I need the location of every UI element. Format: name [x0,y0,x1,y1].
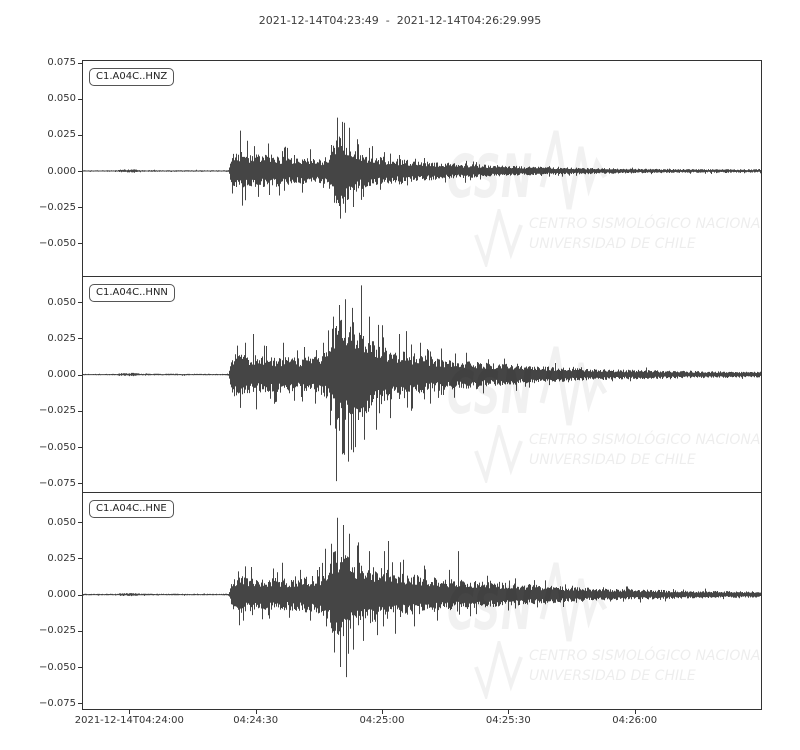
y-tick-label: 0.025 [47,129,76,141]
x-tick-mark [508,710,510,714]
x-tick-label: 2021-12-14T04:24:00 [74,715,184,726]
y-tick-label: 0.025 [47,552,76,564]
y-tick-mark [78,338,82,340]
seismogram-panel: CSN CENTRO SISMOLÓGICO NACIONAL UNIVERSIDA… [83,61,761,277]
trace-waveform [83,285,761,482]
csn-watermark: CSN CENTRO SISMOLÓGICO NACIONAL UNIVERSIDA… [443,119,761,276]
plot-title: 2021-12-14T04:23:49 - 2021-12-14T04:26:2… [258,14,542,27]
y-tick-mark [78,594,82,596]
y-tick-mark [78,703,82,705]
watermark-csn-logo: CSN [447,574,533,644]
y-tick-mark [78,667,82,668]
seismogram-panel: CSN CENTRO SISMOLÓGICO NACIONAL UNIVERSIDA… [83,493,761,709]
y-tick-label: 0.000 [47,369,76,381]
y-tick-mark [78,98,82,100]
y-tick-label: −0.075 [38,477,76,489]
y-tick-mark [78,558,82,560]
y-tick-label: −0.025 [38,405,76,417]
watermark-zigzag-small-icon [474,425,523,483]
watermark-zigzag-small-icon [474,641,523,699]
x-tick-mark [634,710,636,714]
y-tick-label: −0.025 [38,201,76,213]
y-tick-mark [78,134,82,136]
watermark-text-line1: CENTRO SISMOLÓGICO NACIONAL [529,216,761,232]
y-tick-label: −0.075 [38,697,76,709]
plot-area: CSN CENTRO SISMOLÓGICO NACIONAL UNIVERSIDA… [82,60,762,710]
y-tick-label: −0.050 [38,661,76,673]
watermark-zigzag-icon [539,346,608,426]
y-tick-mark [78,171,82,172]
y-tick-mark [78,243,82,245]
y-tick-label: 0.050 [47,93,76,105]
y-tick-label: 0.000 [47,589,76,601]
watermark-text-line2: UNIVERSIDAD DE CHILE [529,452,696,468]
channel-label: C1.A04C..HNZ [89,68,175,86]
y-tick-label: 0.075 [47,57,76,69]
x-tick-label: 04:24:30 [233,715,279,726]
y-tick-mark [78,447,82,449]
watermark-csn-logo: CSN [447,142,533,212]
watermark-text-line1: CENTRO SISMOLÓGICO NACIONAL [529,648,761,664]
trace-waveform [83,117,761,219]
y-tick-label: 0.025 [47,332,76,344]
x-tick-label: 04:25:30 [485,715,531,726]
watermark-text-line1: CENTRO SISMOLÓGICO NACIONAL [529,432,761,448]
y-tick-mark [78,410,82,412]
watermark-text-line2: UNIVERSIDAD DE CHILE [529,236,696,252]
y-tick-label: 0.000 [47,165,76,177]
x-tick-mark [129,710,131,714]
watermark-zigzag-icon [539,130,608,210]
x-tick-mark [255,710,257,714]
y-tick-label: −0.050 [38,441,76,453]
y-tick-mark [78,522,82,524]
watermark-zigzag-icon [539,562,608,642]
watermark-zigzag-small-icon [474,209,523,267]
y-tick-label: −0.050 [38,237,76,249]
x-tick-mark [382,710,383,714]
csn-watermark: CSN CENTRO SISMOLÓGICO NACIONAL UNIVERSIDA… [443,551,761,709]
y-tick-label: −0.025 [38,625,76,637]
y-tick-mark [78,207,82,208]
x-tick-label: 04:26:00 [612,715,658,726]
watermark-csn-logo: CSN [447,358,533,428]
seismogram-panel: CSN CENTRO SISMOLÓGICO NACIONAL UNIVERSIDA… [83,277,761,493]
x-tick-label: 04:25:00 [359,715,405,726]
channel-label: C1.A04C..HNN [89,284,175,302]
y-tick-mark [78,630,82,632]
trace-waveform [83,517,761,678]
y-tick-mark [78,374,82,376]
watermark-text-line2: UNIVERSIDAD DE CHILE [529,668,696,684]
y-tick-label: 0.050 [47,516,76,528]
y-tick-mark [78,483,82,485]
y-tick-mark [78,62,82,64]
y-tick-label: 0.050 [47,296,76,308]
channel-label: C1.A04C..HNE [89,500,174,518]
y-tick-mark [78,302,82,304]
csn-watermark: CSN CENTRO SISMOLÓGICO NACIONAL UNIVERSIDA… [443,335,761,492]
